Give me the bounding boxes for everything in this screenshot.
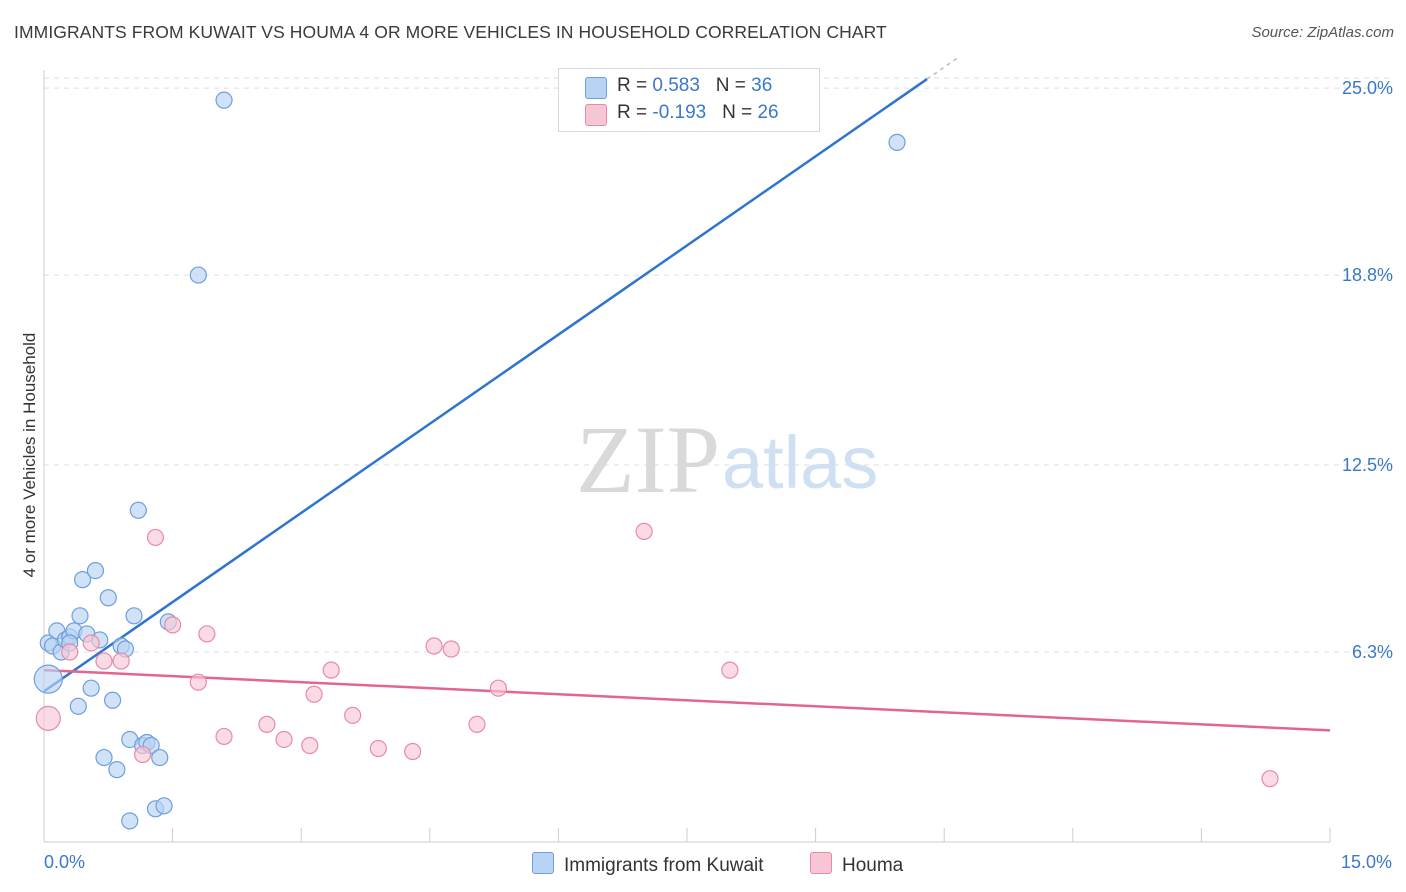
data-points (33, 91, 1279, 830)
point-houma (146, 528, 165, 547)
point-kuwait (215, 91, 233, 109)
bottom-legend-swatch-blue (532, 852, 554, 874)
point-kuwait (33, 664, 63, 694)
point-houma (721, 661, 739, 679)
point-houma (133, 745, 152, 764)
legend-swatch-pink (585, 104, 607, 126)
trend-line-kuwait-extension (926, 57, 958, 80)
point-houma (164, 616, 182, 634)
point-houma (198, 625, 216, 643)
y-tick-labels: 6.3% 12.5% 18.8% 25.0% (1342, 78, 1393, 662)
point-houma (301, 736, 319, 755)
point-houma (468, 715, 486, 733)
point-kuwait (99, 589, 117, 607)
y-tick-label: 12.5% (1342, 455, 1393, 475)
point-kuwait (82, 679, 100, 697)
point-houma (344, 706, 362, 724)
point-houma (189, 673, 207, 691)
point-kuwait (108, 761, 126, 779)
point-kuwait (125, 607, 143, 625)
bottom-legend-houma: Houma (810, 852, 903, 877)
y-tick-label: 25.0% (1342, 78, 1393, 98)
point-houma (258, 715, 276, 733)
trend-line-kuwait (43, 78, 928, 693)
x-tick-label-min: 0.0% (44, 852, 86, 872)
point-houma (275, 730, 293, 749)
point-kuwait (129, 501, 147, 519)
point-kuwait (71, 607, 89, 625)
point-kuwait (121, 812, 139, 830)
trend-lines (43, 57, 1331, 732)
point-kuwait (86, 561, 105, 580)
point-houma (322, 661, 340, 679)
point-houma (35, 705, 61, 731)
bottom-legend-swatch-pink (810, 852, 832, 874)
point-kuwait (69, 697, 87, 715)
point-houma (61, 643, 79, 661)
watermark-atlas: atlas (722, 421, 878, 504)
watermark-zip: ZIP (576, 406, 720, 513)
bottom-legend-kuwait: Immigrants from Kuwait (532, 852, 764, 877)
point-houma (305, 685, 323, 703)
point-houma (489, 679, 507, 697)
point-houma (404, 742, 422, 761)
y-tick-label: 6.3% (1352, 642, 1393, 662)
point-houma (215, 727, 233, 746)
point-houma (82, 634, 100, 652)
point-houma (369, 739, 387, 758)
stats-legend: R = 0.583 N = 36 R = -0.193 N = 26 (558, 68, 820, 132)
point-kuwait (189, 266, 207, 284)
point-houma (425, 637, 443, 655)
point-houma (635, 522, 653, 540)
point-houma (95, 652, 113, 670)
legend-stats-kuwait: R = 0.583 N = 36 (617, 75, 773, 96)
x-tick-label-max: 15.0% (1340, 852, 1392, 872)
gridlines (44, 77, 1394, 653)
point-kuwait (73, 571, 92, 589)
y-tick-label: 18.8% (1342, 265, 1393, 285)
chart-title: IMMIGRANTS FROM KUWAIT VS HOUMA 4 OR MOR… (14, 22, 887, 42)
point-houma (1261, 770, 1279, 788)
legend-stats-houma: R = -0.193 N = 26 (617, 102, 779, 123)
point-kuwait (888, 133, 906, 151)
point-kuwait (95, 748, 113, 767)
point-kuwait (151, 748, 169, 767)
point-houma (442, 640, 460, 658)
source-label: Source: ZipAtlas.com (1251, 24, 1394, 41)
point-kuwait (155, 797, 173, 815)
legend-swatch-blue (585, 77, 607, 99)
trend-line-houma (43, 668, 1331, 732)
point-kuwait (103, 691, 122, 709)
point-houma (112, 652, 130, 670)
